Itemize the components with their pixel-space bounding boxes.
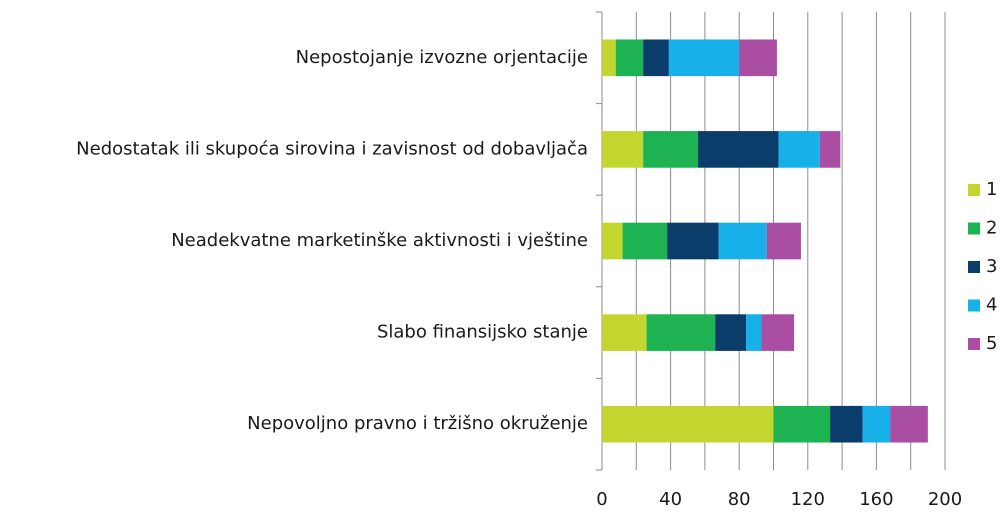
bar-segment <box>746 314 762 351</box>
bar-segment <box>602 405 774 443</box>
bar-segment <box>643 131 699 168</box>
x-tick-label: 200 <box>928 489 962 510</box>
legend-swatch <box>968 222 980 235</box>
x-tick-label: 160 <box>859 489 893 510</box>
legend-swatch <box>968 338 980 350</box>
bar-segment <box>819 131 841 168</box>
legend-label: 2 <box>986 218 997 239</box>
x-tick-label: 0 <box>596 489 607 510</box>
bar-segment <box>739 39 777 77</box>
legend-swatch <box>968 299 980 312</box>
bar-segment <box>615 39 644 77</box>
bar-segment <box>778 131 820 168</box>
y-tick-label: Nedostatak ili skupoća sirovina i zavisn… <box>76 138 588 159</box>
legend-label: 4 <box>986 295 997 316</box>
bar-segment <box>766 222 801 260</box>
bar-segment <box>830 405 863 443</box>
y-tick-label: Nepovoljno pravno i tržišno okruženje <box>247 413 588 434</box>
bar-segment <box>667 222 719 260</box>
legend-label: 5 <box>986 333 997 354</box>
bar-segment <box>761 314 795 351</box>
x-tick-label: 40 <box>659 489 682 510</box>
bar-segment <box>602 131 644 168</box>
x-tick-label: 120 <box>791 489 825 510</box>
y-tick-label: Neadekvatne marketinške aktivnosti i vje… <box>171 230 588 251</box>
bar-segment <box>602 314 647 351</box>
bar-segment <box>602 222 623 260</box>
legend-label: 1 <box>986 179 997 200</box>
bar-segment <box>715 314 747 351</box>
legend-label: 3 <box>986 256 997 277</box>
x-tick-label: 80 <box>728 489 751 510</box>
legend-swatch <box>968 261 980 273</box>
bar-segment <box>698 131 779 168</box>
bar-segment <box>668 39 740 77</box>
bar-segment <box>890 405 928 443</box>
legend-swatch <box>968 184 980 196</box>
y-tick-label: Slabo finansijsko stanje <box>377 322 588 343</box>
bar-segment <box>773 405 831 443</box>
bar-segment <box>602 39 616 77</box>
bar-segment <box>862 405 891 443</box>
bar-segment <box>622 222 668 260</box>
bar-segment <box>643 39 669 77</box>
bar-segment <box>718 222 767 260</box>
bar-segment <box>646 314 716 351</box>
y-tick-label: Nepostojanje izvozne orjentacije <box>296 47 588 68</box>
